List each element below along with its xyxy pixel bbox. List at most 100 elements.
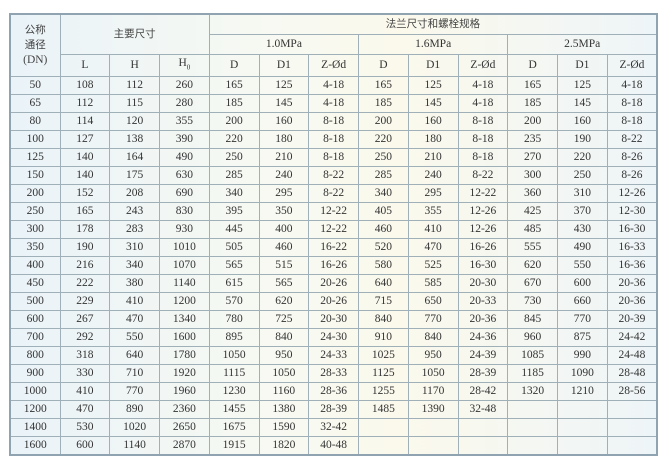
dn-cell: 450 (9, 274, 61, 294)
table-cell: 8-18 (606, 112, 658, 132)
table-cell (507, 436, 559, 456)
table-cell (507, 400, 559, 420)
table-cell: 4-18 (308, 76, 360, 96)
table-cell: 630 (159, 166, 210, 186)
table-cell: 1455 (208, 400, 260, 420)
table-cell: 285 (208, 166, 260, 186)
table-row: 600 267 470 1340 780 725 20-30 840 770 20-36 845 77… (9, 310, 658, 330)
table-cell: 283 (109, 220, 160, 240)
table-cell: 330 (59, 364, 111, 384)
table-cell: 8-26 (606, 148, 658, 168)
table-cell: 640 (358, 274, 409, 294)
table-cell (457, 418, 509, 438)
table-cell: 615 (208, 274, 260, 294)
dn-cell: 1200 (9, 400, 61, 420)
table-cell: 1820 (258, 436, 310, 456)
table-cell: 555 (507, 238, 559, 258)
table-cell: 240 (258, 166, 310, 186)
table-cell: 160 (258, 112, 310, 132)
col-H0: H0 (159, 53, 210, 78)
table-cell: 16-30 (606, 220, 658, 240)
table-cell (507, 418, 559, 438)
dn-cell: 600 (9, 310, 61, 330)
col-d1-2: D1 (557, 53, 608, 78)
table-cell: 222 (59, 274, 111, 294)
table-cell: 200 (208, 112, 260, 132)
table-cell: 127 (59, 130, 111, 150)
table-cell: 24-33 (308, 346, 360, 366)
col-d-2: D (507, 53, 559, 78)
table-cell: 395 (208, 202, 260, 222)
table-cell: 292 (59, 328, 111, 348)
dn-cell: 250 (9, 202, 61, 222)
table-cell: 1600 (159, 328, 210, 348)
table-cell: 152 (59, 184, 111, 204)
table-cell: 530 (59, 418, 111, 438)
table-cell: 360 (507, 184, 559, 204)
table-cell: 210 (258, 148, 310, 168)
table-cell: 24-48 (606, 346, 658, 366)
table-cell: 1230 (208, 382, 260, 402)
table-cell: 990 (557, 346, 608, 366)
dn-cell: 1000 (9, 382, 61, 402)
table-cell: 1025 (358, 346, 409, 366)
dn-cell: 300 (9, 220, 61, 240)
table-cell: 400 (258, 220, 310, 240)
table-cell: 460 (358, 220, 409, 240)
table-cell: 370 (557, 202, 608, 222)
table-cell: 267 (59, 310, 111, 330)
table-cell: 640 (109, 346, 160, 366)
table-cell: 470 (407, 238, 459, 258)
table-cell: 1200 (159, 292, 210, 312)
table-cell: 770 (557, 310, 608, 330)
table-cell: 890 (109, 400, 160, 420)
table-cell: 770 (407, 310, 459, 330)
table-cell: 180 (258, 130, 310, 150)
table-cell: 24-42 (606, 328, 658, 348)
table-cell (606, 418, 658, 438)
table-cell: 950 (407, 346, 459, 366)
dn-cell: 800 (9, 346, 61, 366)
table-cell: 8-18 (457, 148, 509, 168)
table-cell (407, 418, 459, 438)
table-cell (606, 400, 658, 420)
table-cell: 840 (258, 328, 310, 348)
header-line: (DN) (23, 54, 48, 67)
table-cell: 16-26 (457, 238, 509, 258)
table-cell: 340 (208, 184, 260, 204)
table-cell: 1780 (159, 346, 210, 366)
table-cell: 340 (109, 256, 160, 276)
table-cell: 875 (557, 328, 608, 348)
table-cell: 20-30 (457, 274, 509, 294)
table-cell: 178 (59, 220, 111, 240)
table-cell: 20-36 (606, 292, 658, 312)
table-cell: 185 (358, 94, 409, 114)
table-cell: 32-48 (457, 400, 509, 420)
table-cell: 8-26 (606, 166, 658, 186)
table-cell: 410 (407, 220, 459, 240)
table-cell: 200 (358, 112, 409, 132)
table-cell (557, 436, 608, 456)
pressure-2-5: 2.5MPa (507, 34, 658, 55)
dn-cell: 200 (9, 184, 61, 204)
table-cell: 125 (407, 76, 459, 96)
table-cell: 8-22 (308, 184, 360, 204)
table-cell: 470 (109, 310, 160, 330)
table-row: 900 330 710 1920 1115 1050 28-33 1125 1050 28-39 1… (9, 364, 658, 384)
table-cell: 8-18 (308, 130, 360, 150)
table-cell: 2650 (159, 418, 210, 438)
table-cell: 1210 (557, 382, 608, 402)
table-cell: 585 (407, 274, 459, 294)
col-z-d-0: Z-Ød (308, 53, 360, 78)
table-cell: 715 (358, 292, 409, 312)
table-cell: 12-22 (457, 184, 509, 204)
table-cell: 16-33 (606, 238, 658, 258)
table-row: 450 222 380 1140 615 565 20-26 640 585 20-30 670 60… (9, 274, 658, 294)
table-cell: 340 (358, 184, 409, 204)
table-cell: 1050 (258, 364, 310, 384)
table-cell: 220 (208, 130, 260, 150)
dn-cell: 125 (9, 148, 61, 168)
table-cell: 28-56 (606, 382, 658, 402)
table-cell: 1590 (258, 418, 310, 438)
table-cell: 114 (59, 112, 111, 132)
